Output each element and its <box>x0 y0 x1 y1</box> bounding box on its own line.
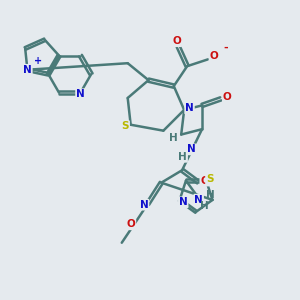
Text: N: N <box>185 103 194 113</box>
Text: O: O <box>200 176 209 186</box>
Text: S: S <box>122 121 129 131</box>
Text: N: N <box>194 195 203 205</box>
Text: H: H <box>169 133 177 143</box>
Text: O: O <box>127 219 135 229</box>
Text: H: H <box>200 201 209 211</box>
Text: O: O <box>172 36 181 46</box>
Text: +: + <box>34 56 42 66</box>
Text: N: N <box>76 89 85 99</box>
Text: O: O <box>209 51 218 61</box>
Text: N: N <box>179 197 188 207</box>
Text: N: N <box>187 144 196 154</box>
Text: N: N <box>23 65 32 75</box>
Text: H: H <box>178 152 187 162</box>
Text: O: O <box>223 92 232 102</box>
Text: S: S <box>206 174 214 184</box>
Text: N: N <box>140 200 148 210</box>
Text: H: H <box>206 190 215 200</box>
Text: -: - <box>224 43 228 53</box>
